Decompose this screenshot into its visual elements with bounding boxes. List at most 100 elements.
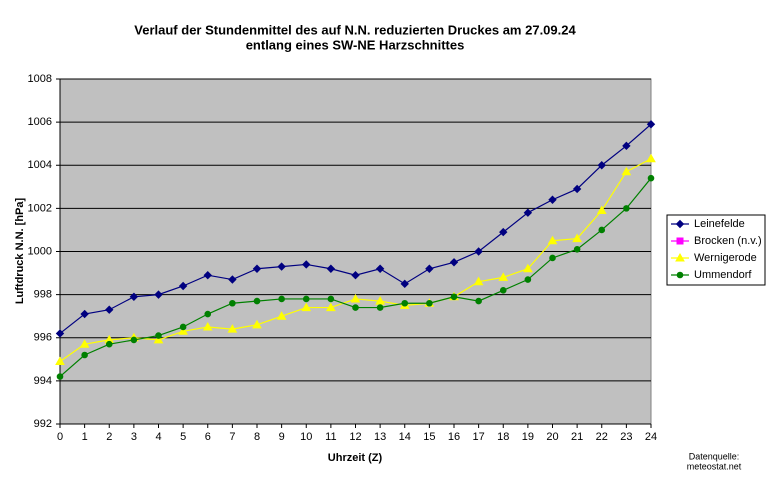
- marker: [80, 309, 89, 319]
- source-note: meteostat.net: [687, 461, 742, 471]
- x-tick-label: 15: [423, 431, 435, 443]
- x-tick-label: 20: [546, 431, 558, 443]
- y-tick-label: 1002: [28, 202, 52, 214]
- marker: [596, 205, 607, 215]
- x-tick-label: 19: [522, 431, 534, 443]
- x-tick-label: 16: [448, 431, 460, 443]
- x-tick-label: 17: [473, 431, 485, 443]
- marker: [326, 264, 336, 273]
- marker: [278, 295, 285, 303]
- y-tick-label: 994: [34, 375, 52, 387]
- y-tick-label: 1008: [28, 73, 52, 85]
- marker: [646, 120, 656, 129]
- marker: [597, 161, 606, 170]
- marker: [352, 304, 359, 311]
- marker: [622, 141, 631, 151]
- marker: [130, 336, 138, 344]
- marker: [547, 235, 558, 245]
- marker: [548, 195, 557, 204]
- chart-title: Verlauf der Stundenmittel des auf N.N. r…: [134, 22, 576, 37]
- marker: [676, 237, 684, 245]
- y-tick-label: 1000: [28, 245, 52, 257]
- marker: [252, 264, 262, 273]
- marker: [302, 295, 310, 303]
- x-tick-label: 1: [82, 431, 88, 443]
- x-tick-label: 12: [349, 431, 361, 443]
- source-note: Datenquelle:: [689, 451, 740, 461]
- marker: [327, 295, 335, 303]
- marker: [675, 252, 685, 262]
- marker: [252, 319, 262, 329]
- x-tick-label: 5: [180, 431, 186, 443]
- marker: [598, 226, 606, 234]
- marker: [473, 276, 484, 286]
- marker: [524, 276, 532, 283]
- legend-label: Brocken (n.v.): [694, 235, 762, 247]
- x-tick-label: 4: [155, 431, 161, 443]
- marker: [621, 166, 632, 176]
- marker: [178, 281, 188, 291]
- marker: [675, 219, 685, 229]
- marker: [474, 247, 483, 256]
- marker: [523, 263, 533, 273]
- marker: [499, 227, 508, 237]
- marker: [647, 174, 655, 182]
- y-tick-label: 998: [34, 289, 52, 301]
- legend-label: Ummendorf: [694, 269, 752, 281]
- marker: [203, 271, 212, 280]
- marker: [375, 296, 385, 305]
- marker: [227, 324, 238, 333]
- marker: [376, 304, 384, 311]
- marker: [155, 332, 162, 339]
- x-tick-label: 18: [497, 431, 509, 443]
- marker: [572, 233, 582, 243]
- x-tick-label: 23: [620, 431, 632, 443]
- legend-label: Leinefelde: [694, 218, 745, 230]
- marker: [81, 351, 88, 359]
- marker: [301, 302, 312, 312]
- x-tick-label: 13: [374, 431, 386, 443]
- marker: [326, 302, 336, 312]
- marker: [400, 279, 409, 289]
- marker: [350, 293, 361, 303]
- marker: [253, 297, 261, 305]
- marker: [202, 321, 213, 331]
- x-tick-label: 8: [254, 431, 260, 443]
- x-tick-label: 6: [205, 431, 211, 443]
- marker: [178, 326, 188, 335]
- marker: [425, 264, 434, 273]
- marker: [523, 208, 533, 217]
- marker: [401, 299, 409, 307]
- marker: [55, 329, 65, 338]
- marker: [153, 334, 164, 344]
- marker: [79, 339, 90, 348]
- x-tick-label: 24: [645, 431, 657, 443]
- marker: [498, 272, 509, 281]
- marker: [276, 311, 287, 320]
- marker: [646, 153, 656, 163]
- x-tick-label: 10: [300, 431, 312, 443]
- marker: [573, 246, 581, 253]
- marker: [549, 254, 556, 262]
- marker: [129, 292, 139, 301]
- x-axis-title: Uhrzeit (Z): [328, 452, 383, 464]
- marker: [449, 258, 459, 267]
- marker: [351, 271, 360, 280]
- marker: [56, 373, 64, 380]
- marker: [572, 184, 582, 194]
- x-tick-label: 3: [131, 431, 137, 443]
- marker: [302, 260, 311, 269]
- x-tick-label: 2: [106, 431, 112, 443]
- legend-box: [666, 214, 766, 286]
- marker: [179, 323, 187, 331]
- x-tick-label: 0: [57, 431, 63, 443]
- marker: [105, 340, 113, 348]
- marker: [450, 293, 458, 301]
- marker: [475, 297, 482, 305]
- x-tick-label: 7: [229, 431, 235, 443]
- marker: [55, 356, 65, 365]
- marker: [204, 310, 212, 318]
- y-tick-label: 1004: [28, 159, 52, 171]
- marker: [623, 205, 630, 212]
